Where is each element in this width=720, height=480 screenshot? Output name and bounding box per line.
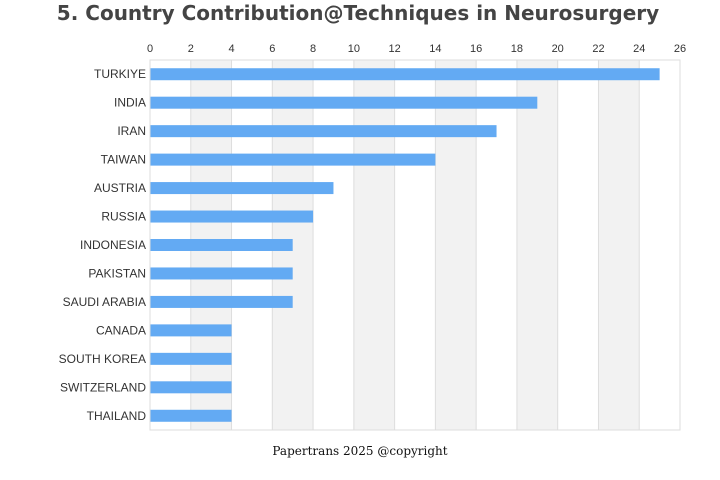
bar	[150, 210, 314, 223]
category-label: SAUDI ARABIA	[63, 295, 146, 309]
category-label: CANADA	[96, 323, 146, 337]
x-tick-label: 12	[388, 43, 400, 55]
grid-band	[435, 60, 477, 430]
bar	[150, 153, 436, 166]
category-label: SOUTH KOREA	[59, 352, 146, 366]
y-axis-labels: TURKIYE INDIA IRAN TAIWAN AUSTRIA RUSSIA INDON…	[59, 67, 147, 423]
x-tick-label: 10	[348, 43, 360, 55]
grid-band	[353, 60, 395, 430]
category-label: SWITZERLAND	[60, 380, 146, 394]
plot-frame	[149, 59, 681, 431]
category-label: THAILAND	[87, 409, 147, 423]
x-tick-label: 20	[552, 43, 564, 55]
x-tick-label: 16	[470, 43, 482, 55]
bar	[150, 295, 293, 308]
category-label: AUSTRIA	[94, 181, 146, 195]
bar	[150, 125, 497, 138]
bar	[150, 381, 232, 394]
x-tick-label: 26	[674, 43, 686, 55]
bar	[150, 68, 660, 81]
chart-title: 5. Country Contribution@Techniques in Ne…	[56, 1, 660, 25]
bar	[150, 96, 538, 109]
copyright-footer: Papertrans 2025 @copyright	[272, 444, 448, 458]
bar	[150, 239, 293, 251]
bar	[150, 409, 232, 422]
bar	[150, 182, 334, 195]
bar	[150, 352, 232, 365]
x-tick-label: 14	[429, 43, 441, 55]
bar	[150, 267, 293, 280]
x-tick-label: 8	[310, 43, 316, 55]
x-tick-label: 22	[592, 43, 604, 55]
grid-band	[598, 60, 640, 430]
category-label: TURKIYE	[94, 67, 146, 81]
grid-band	[516, 60, 558, 430]
x-tick-label: 4	[228, 43, 234, 55]
bar	[150, 324, 232, 337]
x-axis-ticks: 0 2 4 6 8 10 12 14 16 18 20 22 24 26	[147, 43, 686, 55]
category-label: PAKISTAN	[88, 266, 146, 280]
category-label: IRAN	[117, 124, 146, 138]
category-label: RUSSIA	[101, 210, 146, 224]
x-tick-label: 24	[633, 43, 645, 55]
grid-bands	[190, 60, 640, 430]
x-tick-label: 0	[147, 43, 153, 55]
x-tick-label: 2	[188, 43, 194, 55]
x-tick-label: 6	[269, 43, 275, 55]
x-tick-label: 18	[511, 43, 523, 55]
category-label: INDIA	[114, 96, 146, 110]
bar-series	[150, 68, 660, 422]
category-label: TAIWAN	[101, 153, 146, 167]
category-label: INDONESIA	[80, 238, 146, 252]
